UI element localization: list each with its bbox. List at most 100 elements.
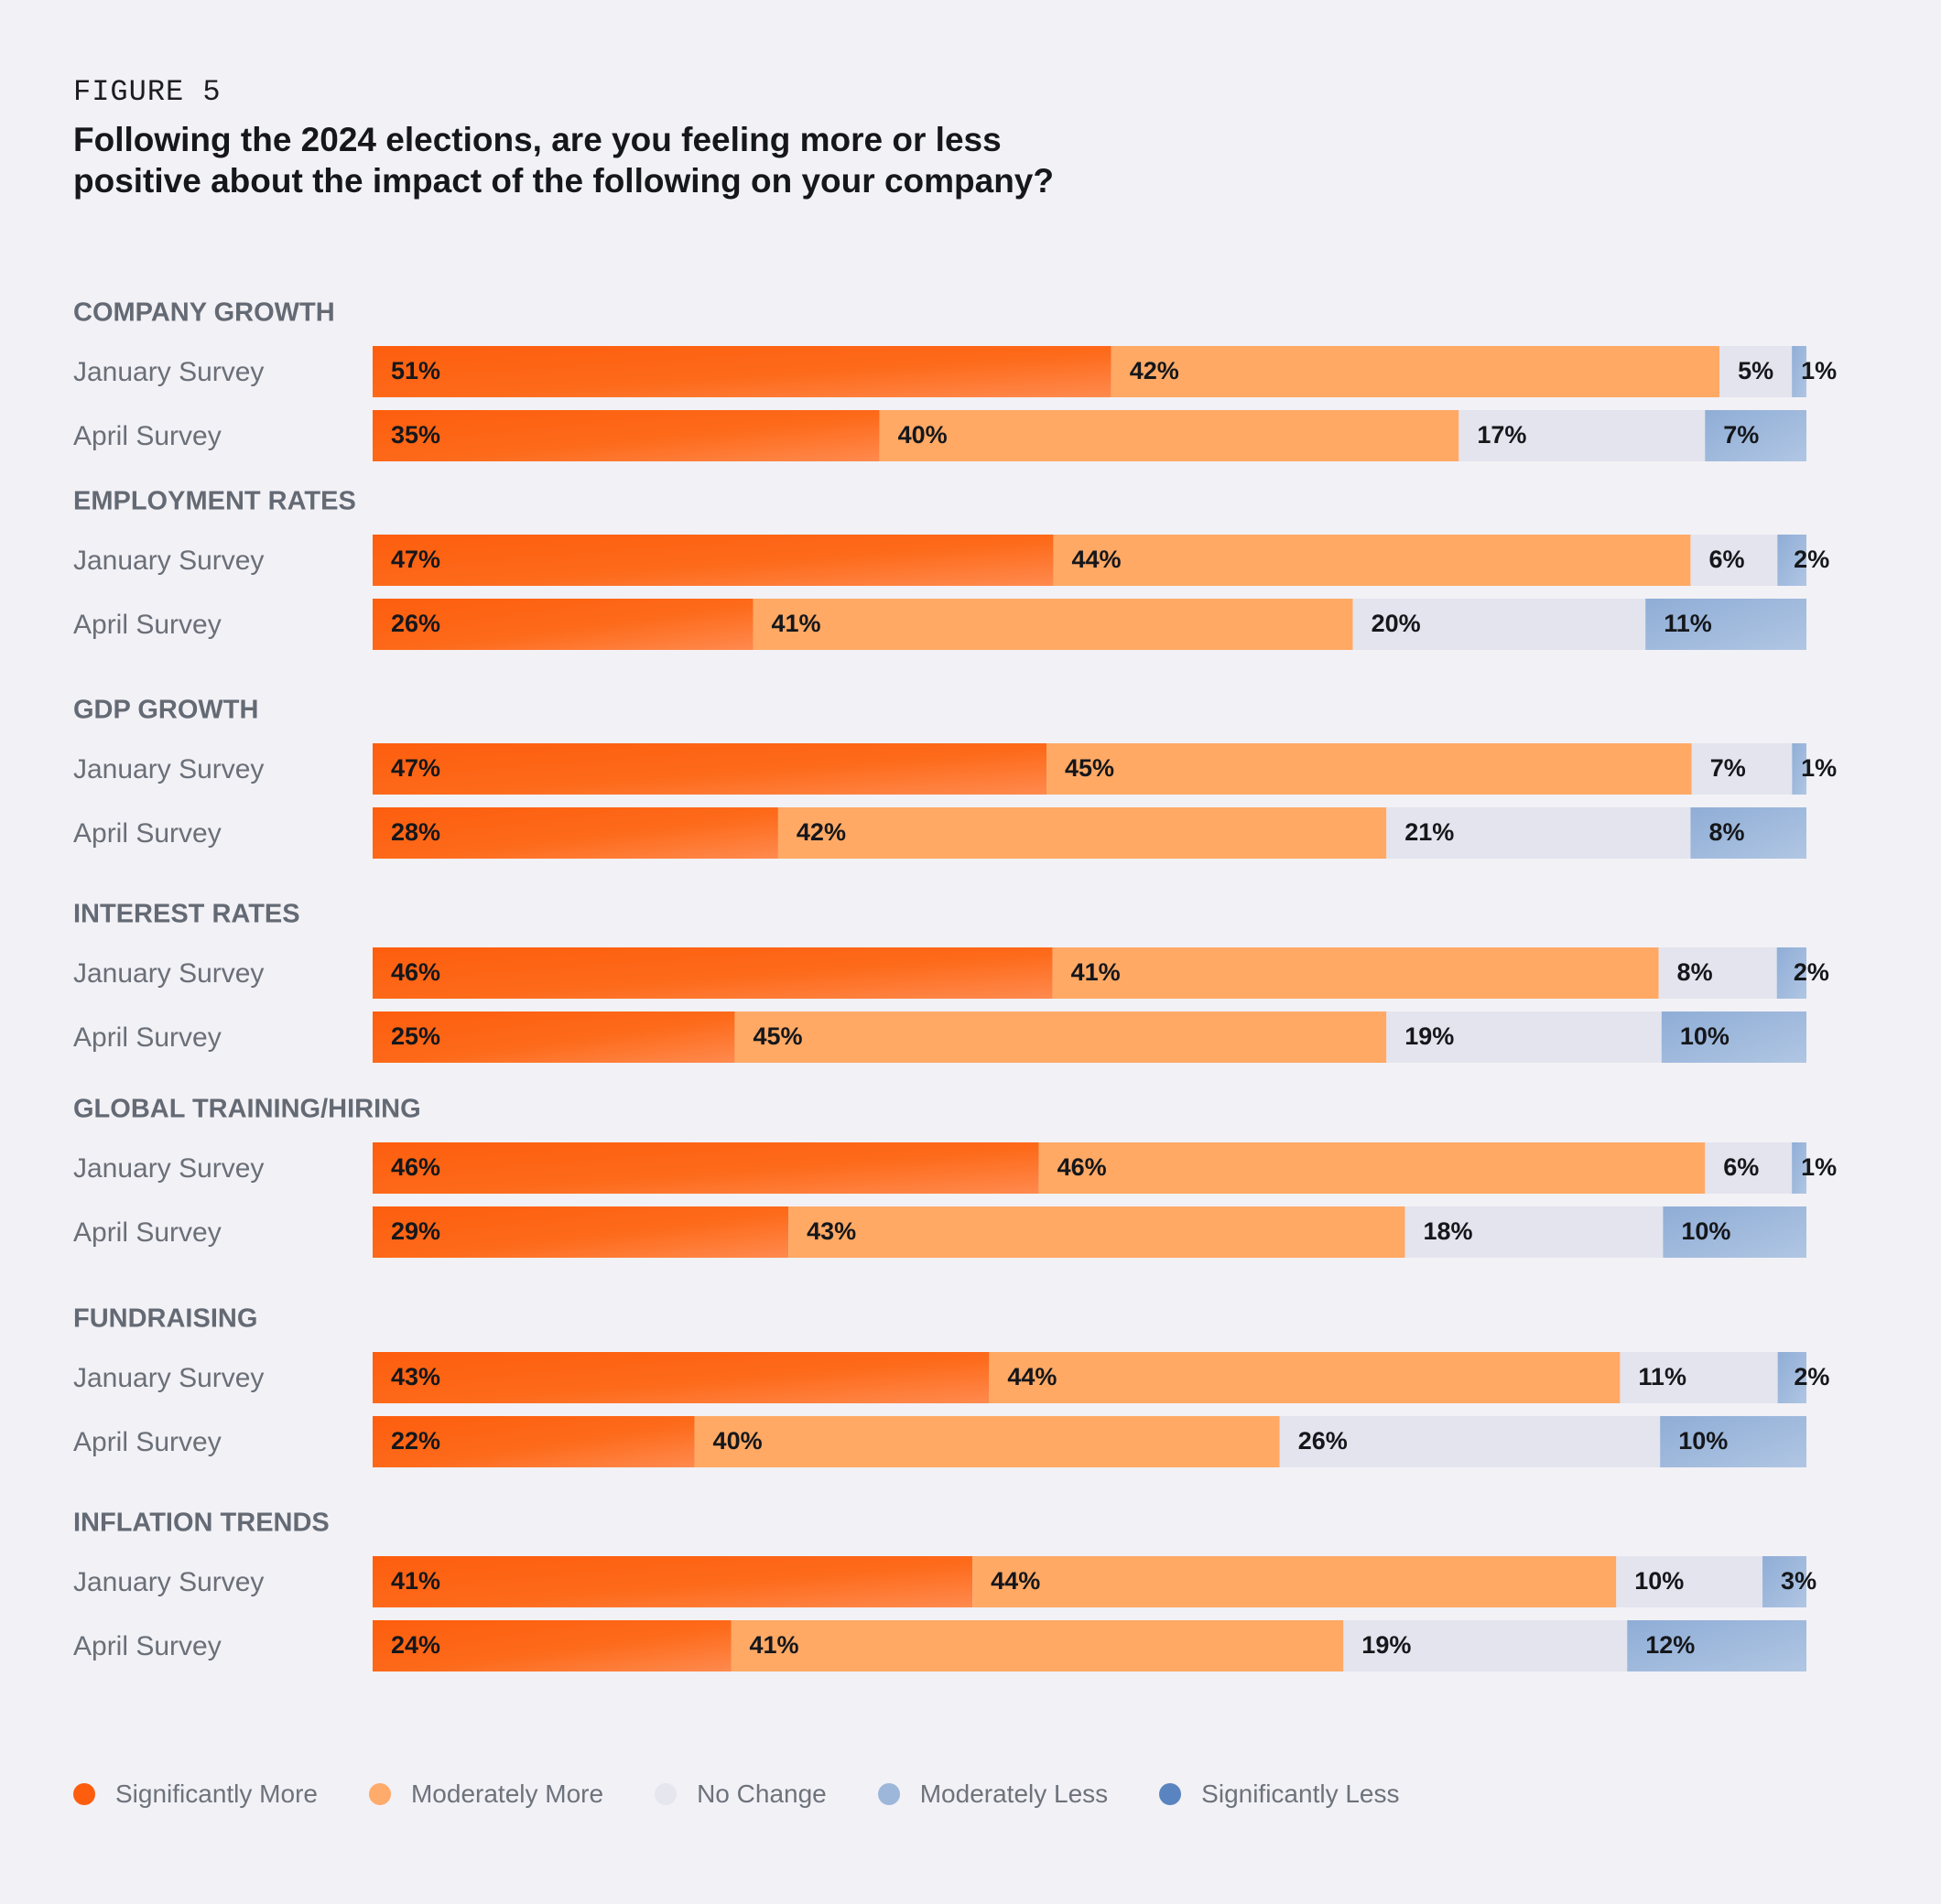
bar-segment-no-change bbox=[1658, 947, 1777, 999]
legend-label: Significantly More bbox=[115, 1780, 318, 1808]
stacked-bar-chart: COMPANY GROWTH January Survey 51% 42% 5% 1% Ap… bbox=[73, 298, 1837, 1671]
bar-segment-moderately-less bbox=[1792, 1142, 1806, 1194]
bar-segment-moderately-less bbox=[1762, 1556, 1806, 1607]
bar-segment-significantly-more bbox=[373, 1556, 973, 1607]
row-label: January Survey bbox=[73, 1363, 264, 1393]
row-label: April Survey bbox=[73, 818, 222, 849]
bar-segment-moderately-less bbox=[1705, 410, 1806, 461]
data-label: 51% bbox=[391, 357, 440, 384]
legend-label: Significantly Less bbox=[1201, 1780, 1400, 1808]
bar-segment-significantly-more bbox=[373, 807, 778, 859]
bar-segment-moderately-less bbox=[1690, 807, 1806, 859]
data-label: 29% bbox=[391, 1217, 440, 1245]
bar-segment-significantly-more bbox=[373, 1142, 1039, 1194]
category-group: EMPLOYMENT RATES January Survey 47% 44% 6% 2%… bbox=[73, 487, 1829, 650]
data-label: 7% bbox=[1723, 421, 1759, 449]
legend-dot-icon bbox=[368, 1783, 391, 1805]
data-label: 41% bbox=[750, 1631, 799, 1659]
data-label: 1% bbox=[1801, 357, 1837, 384]
bar-segment-significantly-more bbox=[373, 410, 880, 461]
data-label: 21% bbox=[1404, 818, 1454, 846]
bar-segment-no-change bbox=[1719, 346, 1793, 397]
data-label: 7% bbox=[1710, 754, 1746, 782]
data-label: 10% bbox=[1678, 1427, 1728, 1455]
legend-dot-icon bbox=[73, 1783, 95, 1805]
category-group: GDP GROWTH January Survey 47% 45% 7% 1% April … bbox=[73, 696, 1837, 859]
bar-segment-no-change bbox=[1279, 1416, 1661, 1467]
category-title: FUNDRAISING bbox=[73, 1304, 257, 1334]
legend-dot-icon bbox=[655, 1783, 678, 1805]
bar-segment-moderately-more bbox=[731, 1620, 1344, 1671]
bar-segment-no-change bbox=[1386, 1012, 1662, 1063]
bar-segment-moderately-less bbox=[1777, 535, 1806, 586]
legend-dot-icon bbox=[877, 1783, 900, 1805]
category-group: COMPANY GROWTH January Survey 51% 42% 5% 1% Ap… bbox=[73, 298, 1837, 461]
category-title: EMPLOYMENT RATES bbox=[73, 487, 356, 516]
category-title: GDP GROWTH bbox=[73, 696, 258, 725]
bar-segment-significantly-more bbox=[373, 1352, 990, 1403]
category-title: INFLATION TRENDS bbox=[73, 1509, 330, 1538]
bar-segment-moderately-less bbox=[1792, 743, 1806, 795]
row-label: January Survey bbox=[73, 958, 264, 989]
bar-segment-no-change bbox=[1620, 1352, 1778, 1403]
bar-segment-no-change bbox=[1343, 1620, 1628, 1671]
bar-segment-moderately-more bbox=[1053, 535, 1691, 586]
data-label: 43% bbox=[807, 1217, 856, 1245]
row-label: January Survey bbox=[73, 546, 264, 576]
bar-segment-significantly-more bbox=[373, 535, 1054, 586]
bar-segment-moderately-less bbox=[1776, 947, 1806, 999]
legend-item-significantly-less: Significantly Less bbox=[1159, 1780, 1400, 1809]
data-label: 11% bbox=[1664, 610, 1712, 637]
data-label: 22% bbox=[391, 1427, 440, 1455]
data-label: 10% bbox=[1680, 1022, 1730, 1050]
bar-segment-no-change bbox=[1352, 599, 1646, 650]
data-label: 8% bbox=[1708, 818, 1744, 846]
data-label: 2% bbox=[1794, 958, 1829, 986]
data-label: 26% bbox=[1298, 1427, 1348, 1455]
row-label: January Survey bbox=[73, 754, 264, 784]
data-label: 45% bbox=[753, 1022, 802, 1050]
data-label: 46% bbox=[391, 1153, 440, 1181]
data-label: 19% bbox=[1361, 1631, 1411, 1659]
category-group: INTEREST RATES January Survey 46% 41% 8% 2% Ap… bbox=[73, 900, 1829, 1063]
category-title: INTEREST RATES bbox=[73, 900, 300, 929]
data-label: 2% bbox=[1794, 546, 1829, 573]
bar-segment-significantly-more bbox=[373, 1416, 695, 1467]
data-label: 42% bbox=[1130, 357, 1179, 384]
category-group: GLOBAL TRAINING/HIRING January Survey 46% 4… bbox=[73, 1095, 1837, 1258]
data-label: 8% bbox=[1677, 958, 1713, 986]
bar-segment-moderately-less bbox=[1645, 599, 1806, 650]
legend-dot-icon bbox=[1159, 1783, 1182, 1805]
data-label: 41% bbox=[771, 610, 820, 637]
bar-segment-moderately-more bbox=[989, 1352, 1621, 1403]
bar-segment-moderately-more bbox=[1052, 947, 1659, 999]
bar-segment-no-change bbox=[1705, 1142, 1793, 1194]
bar-segment-moderately-more bbox=[694, 1416, 1280, 1467]
bar-segment-no-change bbox=[1458, 410, 1706, 461]
data-label: 40% bbox=[713, 1427, 763, 1455]
row-label: January Survey bbox=[73, 1153, 264, 1184]
row-label: January Survey bbox=[73, 357, 264, 387]
row-label: April Survey bbox=[73, 1631, 222, 1661]
figure-label: FIGURE 5 bbox=[73, 75, 222, 109]
data-label: 45% bbox=[1065, 754, 1114, 782]
row-label: April Survey bbox=[73, 610, 222, 640]
data-label: 47% bbox=[391, 754, 440, 782]
data-label: 10% bbox=[1634, 1567, 1684, 1595]
row-label: April Survey bbox=[73, 421, 222, 451]
legend-item-moderately-more: Moderately More bbox=[368, 1780, 603, 1809]
data-label: 2% bbox=[1794, 1363, 1829, 1390]
legend: Significantly More Moderately More No Chan… bbox=[73, 1780, 1400, 1809]
data-label: 35% bbox=[391, 421, 440, 449]
data-label: 40% bbox=[898, 421, 948, 449]
data-label: 5% bbox=[1738, 357, 1773, 384]
data-label: 10% bbox=[1681, 1217, 1730, 1245]
row-label: January Survey bbox=[73, 1567, 264, 1597]
data-label: 18% bbox=[1424, 1217, 1473, 1245]
data-label: 44% bbox=[1007, 1363, 1057, 1390]
data-label: 20% bbox=[1372, 610, 1421, 637]
bar-segment-significantly-more bbox=[373, 1620, 732, 1671]
row-label: April Survey bbox=[73, 1022, 222, 1053]
bar-segment-moderately-more bbox=[1038, 1142, 1706, 1194]
